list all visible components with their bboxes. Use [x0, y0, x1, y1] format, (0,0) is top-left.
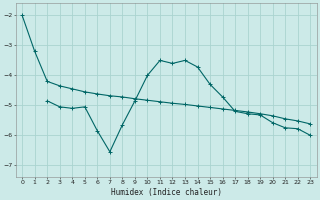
X-axis label: Humidex (Indice chaleur): Humidex (Indice chaleur) [111, 188, 222, 197]
